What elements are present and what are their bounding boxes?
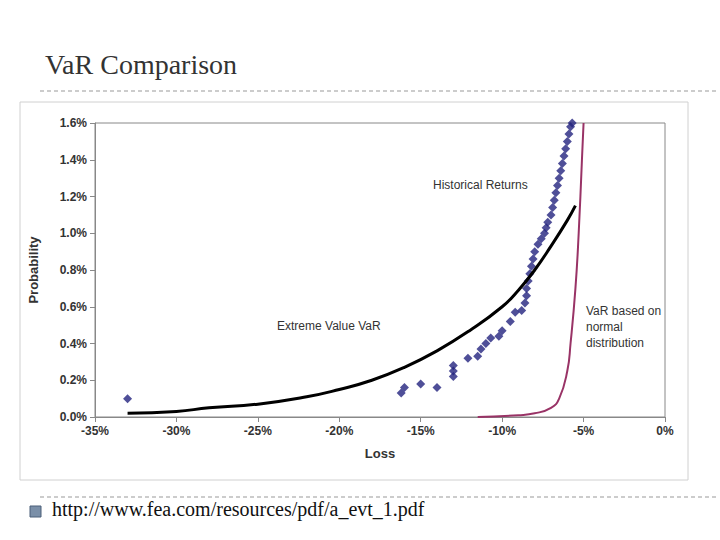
svg-text:-25%: -25% — [244, 424, 272, 438]
svg-text:0%: 0% — [656, 424, 674, 438]
svg-text:1.0%: 1.0% — [60, 226, 88, 240]
svg-text:-35%: -35% — [81, 424, 109, 438]
svg-text:1.4%: 1.4% — [60, 153, 88, 167]
svg-text:0.2%: 0.2% — [60, 373, 88, 387]
svg-text:1.6%: 1.6% — [60, 116, 88, 130]
svg-text:VaR Comparison: VaR Comparison — [45, 49, 237, 80]
svg-text:Loss: Loss — [365, 446, 395, 461]
svg-text:0.0%: 0.0% — [60, 410, 88, 424]
svg-text:-30%: -30% — [162, 424, 190, 438]
svg-text:-10%: -10% — [488, 424, 516, 438]
svg-text:-15%: -15% — [407, 424, 435, 438]
svg-text:0.4%: 0.4% — [60, 337, 88, 351]
svg-text:-5%: -5% — [573, 424, 595, 438]
svg-text:Probability: Probability — [26, 236, 41, 304]
svg-text:distribution: distribution — [586, 336, 644, 350]
svg-text:0.6%: 0.6% — [60, 300, 88, 314]
svg-text:0.8%: 0.8% — [60, 263, 88, 277]
svg-text:Extreme Value VaR: Extreme Value VaR — [277, 319, 381, 333]
svg-text:VaR based on: VaR based on — [586, 304, 665, 318]
svg-text:normal: normal — [586, 320, 626, 334]
svg-text:http://www.fea.com/resources/p: http://www.fea.com/resources/pdf/a_evt_1… — [52, 498, 425, 521]
svg-text:-20%: -20% — [325, 424, 353, 438]
svg-text:1.2%: 1.2% — [60, 190, 88, 204]
svg-text:Historical Returns: Historical Returns — [433, 178, 528, 192]
